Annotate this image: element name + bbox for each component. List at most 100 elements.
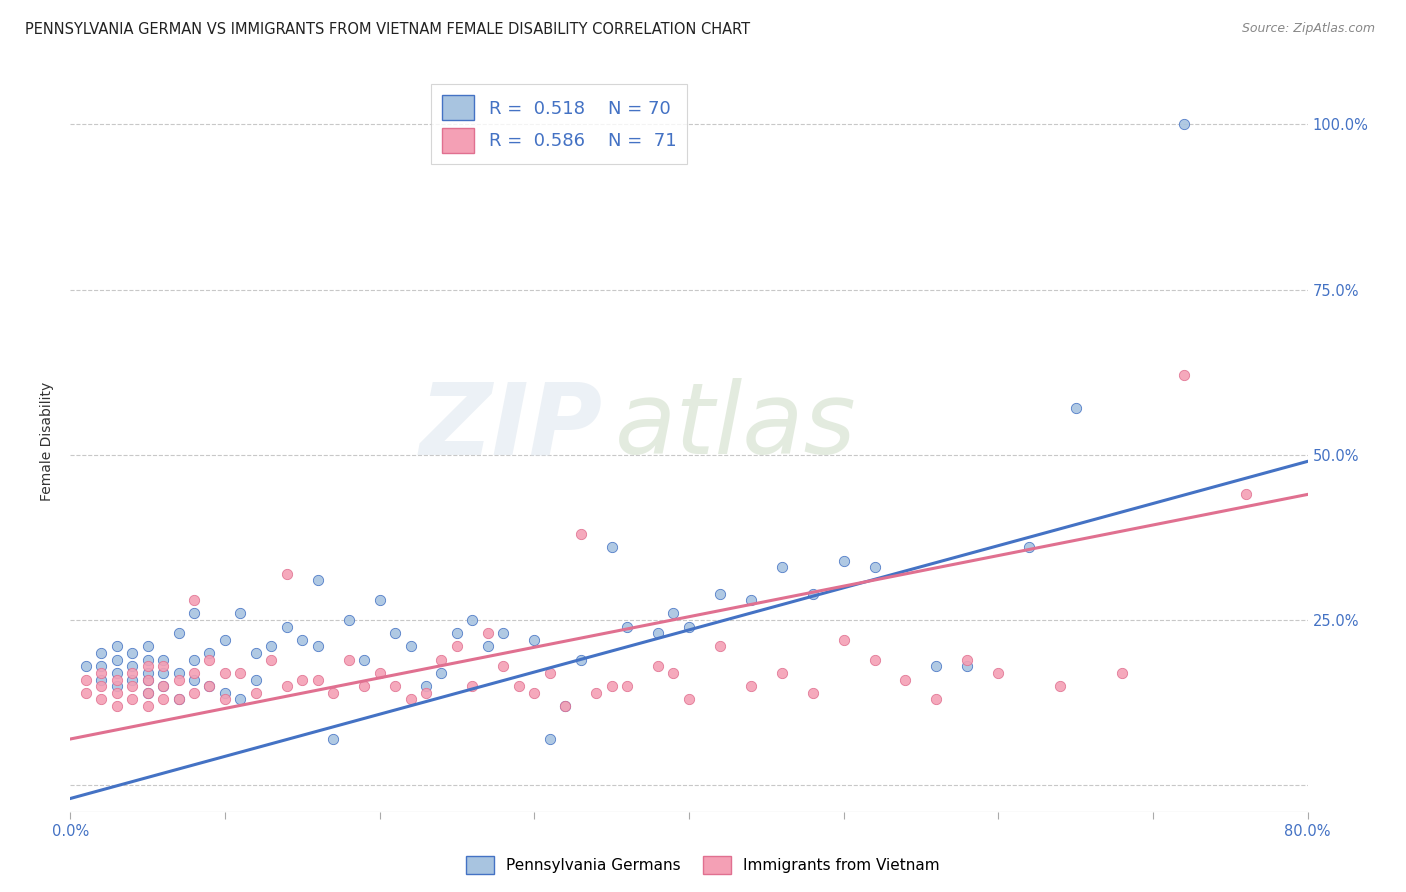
Point [152, 659, 174, 673]
Point [105, 673, 128, 687]
Point [523, 686, 546, 700]
Point [183, 665, 205, 680]
Point [167, 692, 190, 706]
Point [291, 632, 314, 647]
Point [678, 692, 700, 706]
Point [585, 686, 607, 700]
Point [214, 632, 236, 647]
Point [121, 646, 143, 660]
Point [430, 665, 453, 680]
Point [90, 665, 112, 680]
Point [75, 659, 97, 673]
Point [1111, 665, 1133, 680]
Point [90, 673, 112, 687]
Point [276, 566, 298, 581]
Point [368, 665, 391, 680]
Point [1064, 401, 1087, 416]
Point [538, 731, 561, 746]
Point [832, 632, 855, 647]
Point [245, 686, 267, 700]
Point [956, 659, 979, 673]
Point [1049, 679, 1071, 693]
Point [105, 679, 128, 693]
Point [152, 692, 174, 706]
Point [183, 593, 205, 607]
Point [136, 673, 159, 687]
Point [229, 607, 252, 621]
Point [121, 665, 143, 680]
Point [167, 692, 190, 706]
Point [523, 632, 546, 647]
Point [353, 679, 375, 693]
Point [105, 698, 128, 713]
Point [276, 679, 298, 693]
Point [863, 653, 886, 667]
Point [167, 665, 190, 680]
Point [709, 640, 731, 654]
Point [105, 640, 128, 654]
Point [136, 686, 159, 700]
Point [461, 613, 484, 627]
Point [260, 640, 283, 654]
Point [770, 665, 793, 680]
Point [925, 692, 948, 706]
Point [90, 679, 112, 693]
Point [1018, 541, 1040, 555]
Point [167, 626, 190, 640]
Point [198, 679, 221, 693]
Point [136, 659, 159, 673]
Point [353, 653, 375, 667]
Point [446, 626, 468, 640]
Point [616, 679, 638, 693]
Point [740, 679, 762, 693]
Point [446, 640, 468, 654]
Point [337, 613, 360, 627]
Point [136, 665, 159, 680]
Point [415, 679, 437, 693]
Point [152, 665, 174, 680]
Point [291, 673, 314, 687]
Point [136, 698, 159, 713]
Point [260, 653, 283, 667]
Point [183, 673, 205, 687]
Point [183, 607, 205, 621]
Point [167, 673, 190, 687]
Point [801, 686, 824, 700]
Point [678, 620, 700, 634]
Point [337, 653, 360, 667]
Point [399, 640, 422, 654]
Point [384, 679, 406, 693]
Text: ZIP: ZIP [419, 378, 602, 475]
Point [322, 686, 344, 700]
Point [214, 686, 236, 700]
Point [136, 686, 159, 700]
Point [384, 626, 406, 640]
Point [801, 586, 824, 600]
Point [709, 586, 731, 600]
Point [770, 560, 793, 574]
Point [152, 679, 174, 693]
Point [136, 653, 159, 667]
Point [75, 673, 97, 687]
Point [229, 692, 252, 706]
Point [492, 659, 515, 673]
Point [554, 698, 576, 713]
Point [183, 653, 205, 667]
Point [368, 593, 391, 607]
Point [647, 626, 669, 640]
Point [415, 686, 437, 700]
Y-axis label: Female Disability: Female Disability [41, 382, 55, 501]
Point [832, 553, 855, 567]
Point [214, 665, 236, 680]
Legend: R =  0.518    N = 70, R =  0.586    N =  71: R = 0.518 N = 70, R = 0.586 N = 71 [430, 84, 688, 164]
Text: atlas: atlas [614, 378, 856, 475]
Point [276, 620, 298, 634]
Point [430, 653, 453, 667]
Point [863, 560, 886, 574]
Point [569, 527, 592, 541]
Point [538, 665, 561, 680]
Point [229, 665, 252, 680]
Point [307, 673, 329, 687]
Point [1173, 117, 1195, 131]
Point [214, 692, 236, 706]
